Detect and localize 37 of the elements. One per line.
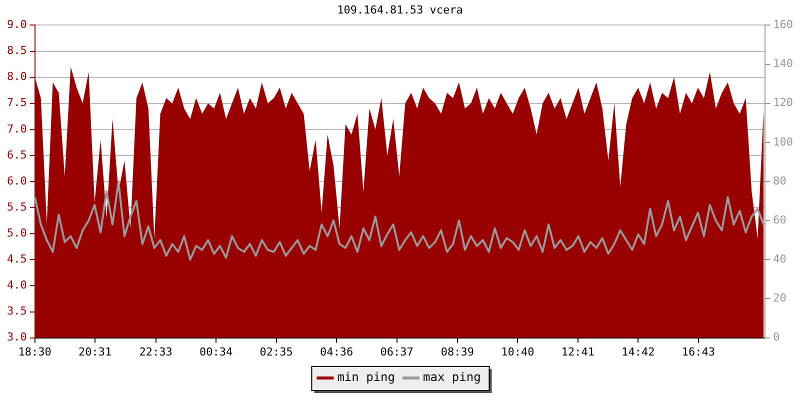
chart-title: 109.164.81.53 vcera bbox=[337, 3, 463, 16]
y2-tick-label: 160 bbox=[773, 18, 794, 32]
y2-tick-label: 120 bbox=[773, 96, 794, 110]
y2-tick-label: 60 bbox=[773, 213, 786, 226]
y-tick-label: 5.0 bbox=[6, 226, 27, 240]
y2-tick-label: 100 bbox=[773, 135, 794, 148]
x-tick-label: 14:42 bbox=[622, 345, 655, 358]
x-tick-label: 18:30 bbox=[18, 345, 52, 358]
y-tick-label: 4.0 bbox=[6, 278, 27, 292]
y-tick-label: 7.5 bbox=[6, 96, 27, 110]
legend-label: max ping bbox=[423, 370, 481, 384]
x-tick-label: 08:39 bbox=[440, 345, 474, 358]
y-tick-label: 6.0 bbox=[6, 174, 27, 188]
x-tick-label: 02:35 bbox=[260, 345, 293, 358]
y-tick-label: 7.0 bbox=[6, 122, 27, 136]
x-tick-label: 10:40 bbox=[501, 345, 534, 358]
y-tick-label: 9.0 bbox=[6, 18, 27, 32]
y-tick-label: 3.0 bbox=[6, 330, 27, 344]
legend-label: min ping bbox=[337, 370, 395, 384]
y2-tick-label: 40 bbox=[773, 252, 786, 266]
x-tick-label: 20:31 bbox=[78, 345, 112, 358]
x-tick-label: 00:34 bbox=[200, 345, 233, 358]
y-tick-label: 8.5 bbox=[6, 44, 27, 58]
x-tick-label: 04:36 bbox=[320, 345, 354, 358]
y2-tick-label: 20 bbox=[773, 292, 786, 305]
y2-tick-label: 140 bbox=[773, 57, 794, 70]
x-tick-label: 16:43 bbox=[682, 345, 715, 358]
y2-tick-label: 80 bbox=[773, 174, 786, 188]
x-tick-label: 12:41 bbox=[561, 345, 595, 358]
x-tick-label: 06:37 bbox=[380, 345, 414, 358]
y-tick-label: 6.5 bbox=[6, 148, 27, 162]
y-tick-label: 5.5 bbox=[6, 200, 27, 214]
y-tick-label: 4.5 bbox=[6, 252, 27, 266]
y-tick-label: 8.0 bbox=[6, 70, 27, 84]
y2-tick-label: 0 bbox=[773, 330, 780, 344]
x-tick-label: 22:33 bbox=[139, 345, 172, 358]
y-tick-label: 3.5 bbox=[6, 304, 27, 318]
